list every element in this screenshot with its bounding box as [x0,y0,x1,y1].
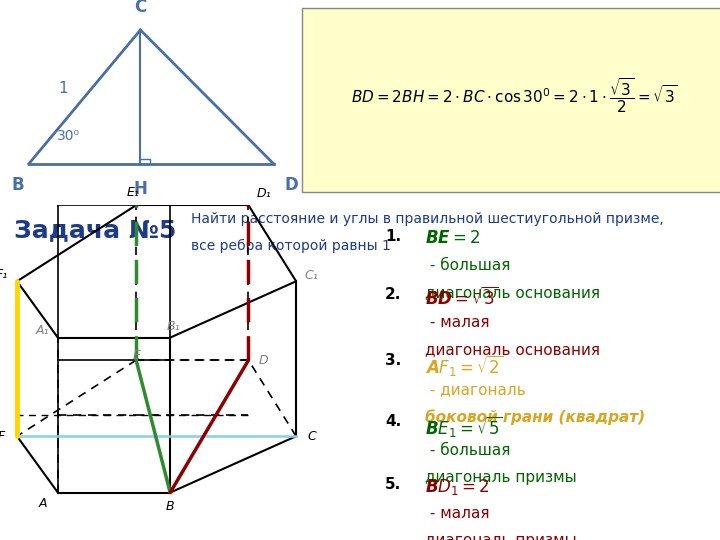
FancyBboxPatch shape [302,8,720,192]
Text: H: H [133,180,148,198]
Text: B: B [166,500,174,513]
Text: - большая: - большая [425,258,510,273]
Text: 30⁰: 30⁰ [57,129,80,143]
Text: F₁: F₁ [0,268,8,281]
Text: - малая: - малая [425,506,490,521]
Text: $\boldsymbol{BD}=\sqrt{3}$: $\boldsymbol{BD}=\sqrt{3}$ [425,287,498,309]
Text: F: F [0,430,5,443]
Text: 1.: 1. [385,229,401,244]
Text: C: C [307,430,316,443]
Text: Найти расстояние и углы в правильной шестиугольной призме,: Найти расстояние и углы в правильной шес… [191,212,664,226]
Text: $BD = 2BH = 2 \cdot BC \cdot \cos 30^{0} = 2 \cdot 1 \cdot \dfrac{\sqrt{3}}{2} =: $BD = 2BH = 2 \cdot BC \cdot \cos 30^{0}… [351,77,678,115]
Text: D: D [284,176,299,194]
Text: B₁: B₁ [167,320,181,333]
Text: 1: 1 [58,82,68,97]
Text: E: E [132,349,140,362]
Text: Задача №5: Задача №5 [14,219,177,242]
Text: 2.: 2. [385,287,402,301]
Text: - малая: - малая [425,315,490,330]
Text: 3.: 3. [385,353,402,368]
Text: - диагональ: - диагональ [425,382,526,397]
Text: E₁: E₁ [126,186,139,199]
Text: боковой грани (квадрат): боковой грани (квадрат) [425,409,645,425]
Text: 5.: 5. [385,477,402,492]
Text: $\boldsymbol{AF_1}=\sqrt{2}$: $\boldsymbol{AF_1}=\sqrt{2}$ [425,353,503,378]
Text: B: B [12,176,24,194]
Text: - большая: - большая [425,443,510,458]
Text: диагональ призмы: диагональ призмы [425,470,577,485]
Text: A₁: A₁ [36,324,49,337]
Text: C: C [134,0,147,16]
Text: диагональ основания: диагональ основания [425,343,600,357]
Text: $\boldsymbol{BD_1}=2$: $\boldsymbol{BD_1}=2$ [425,477,490,497]
Text: D: D [259,354,269,367]
Text: A: A [38,497,47,510]
Text: D₁: D₁ [256,187,271,200]
Text: C₁: C₁ [305,269,318,282]
Text: все ребра которой равны 1: все ребра которой равны 1 [191,239,391,253]
Text: 4.: 4. [385,414,402,429]
Text: $\boldsymbol{BE}=2$: $\boldsymbol{BE}=2$ [425,229,480,247]
Text: диагональ основания: диагональ основания [425,285,600,300]
Text: $\boldsymbol{BE_1}=\sqrt{5}$: $\boldsymbol{BE_1}=\sqrt{5}$ [425,414,503,439]
Text: диагональ призмы: диагональ призмы [425,533,577,540]
